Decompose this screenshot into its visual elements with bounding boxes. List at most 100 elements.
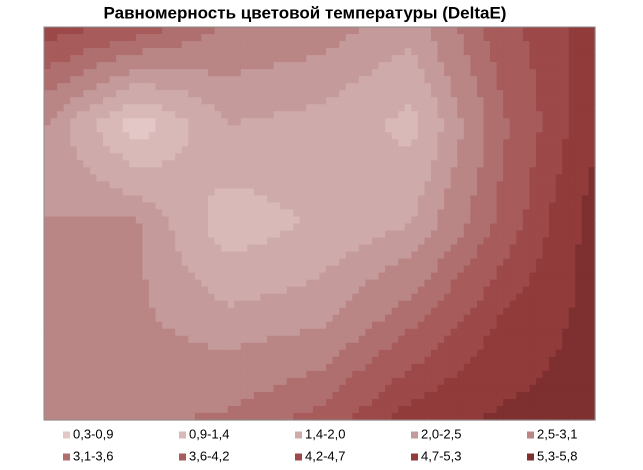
contour-cell [496,412,504,421]
contour-cell [267,216,275,225]
contour-cell [227,356,235,365]
contour-cell [457,321,465,330]
contour-cell [411,286,419,295]
contour-cell [122,328,130,337]
contour-cell [70,167,78,175]
contour-cell [96,342,104,351]
contour-cell [148,321,157,330]
contour-cell [496,27,504,35]
contour-cell [83,412,91,421]
contour-cell [273,188,281,197]
contour-cell [457,62,465,70]
contour-cell [457,405,465,414]
contour-cell [345,202,353,211]
contour-cell [345,160,353,168]
contour-cell [188,111,196,119]
contour-cell [326,104,334,112]
contour-cell [463,48,471,56]
contour-cell [240,118,248,126]
contour-cell [575,265,583,274]
contour-cell [385,27,393,35]
contour-cell [424,307,432,316]
contour-cell [286,244,294,253]
contour-cell [175,202,183,211]
contour-cell [522,174,531,182]
contour-cell [490,153,498,161]
contour-cell [509,321,517,330]
contour-cell [391,153,399,161]
contour-cell [227,314,235,323]
contour-cell [293,272,301,281]
contour-cell [155,188,163,197]
contour-cell [63,111,71,119]
contour-cell [214,272,222,281]
contour-cell [221,202,229,211]
contour-cell [555,41,563,49]
contour-cell [194,153,203,161]
contour-cell [470,286,478,295]
contour-cell [155,300,163,309]
contour-cell [352,342,360,351]
contour-cell [476,293,485,302]
contour-cell [575,111,583,119]
contour-cell [267,34,275,42]
contour-cell [70,258,78,267]
contour-cell [575,286,583,295]
contour-cell [188,244,196,253]
contour-cell [312,265,321,274]
contour-cell [588,97,596,105]
contour-cell [96,391,104,400]
contour-cell [194,125,203,133]
contour-cell [188,216,196,225]
contour-cell [542,405,550,414]
contour-cell [490,167,498,175]
contour-cell [247,62,255,70]
contour-cell [332,237,340,246]
contour-cell [175,83,183,91]
contour-cell [391,384,399,393]
contour-cell [417,384,426,393]
contour-cell [391,363,399,372]
contour-cell [562,321,570,330]
contour-cell [214,258,222,267]
contour-cell [411,251,419,260]
contour-cell [358,251,367,260]
contour-cell [70,216,78,225]
contour-cell [207,139,216,147]
contour-cell [391,132,399,140]
contour-cell [588,62,596,70]
contour-cell [168,62,176,70]
contour-cell [299,174,307,182]
contour-cell [247,160,255,168]
contour-cell [273,405,281,414]
contour-cell [221,139,229,147]
contour-cell [162,146,170,154]
contour-cell [437,321,445,330]
contour-cell [129,384,137,393]
contour-cell [332,342,340,351]
contour-cell [529,342,537,351]
contour-cell [109,55,117,63]
contour-cell [339,55,347,63]
contour-cell [273,230,281,239]
contour-cell [378,307,386,316]
contour-cell [63,265,71,274]
contour-cell [201,356,209,365]
contour-cell [148,146,157,154]
contour-cell [89,69,98,77]
contour-cell [181,363,189,372]
contour-cell [326,335,334,344]
contour-cell [463,314,471,323]
contour-cell [162,321,170,330]
contour-cell [267,307,275,316]
contour-cell [437,83,445,91]
contour-cell [162,83,170,91]
contour-cell [63,41,71,49]
contour-cell [201,237,209,246]
contour-cell [490,342,498,351]
contour-cell [89,251,98,260]
contour-cell [457,125,465,133]
contour-cell [437,314,445,323]
contour-cell [326,188,334,197]
contour-cell [181,69,189,77]
